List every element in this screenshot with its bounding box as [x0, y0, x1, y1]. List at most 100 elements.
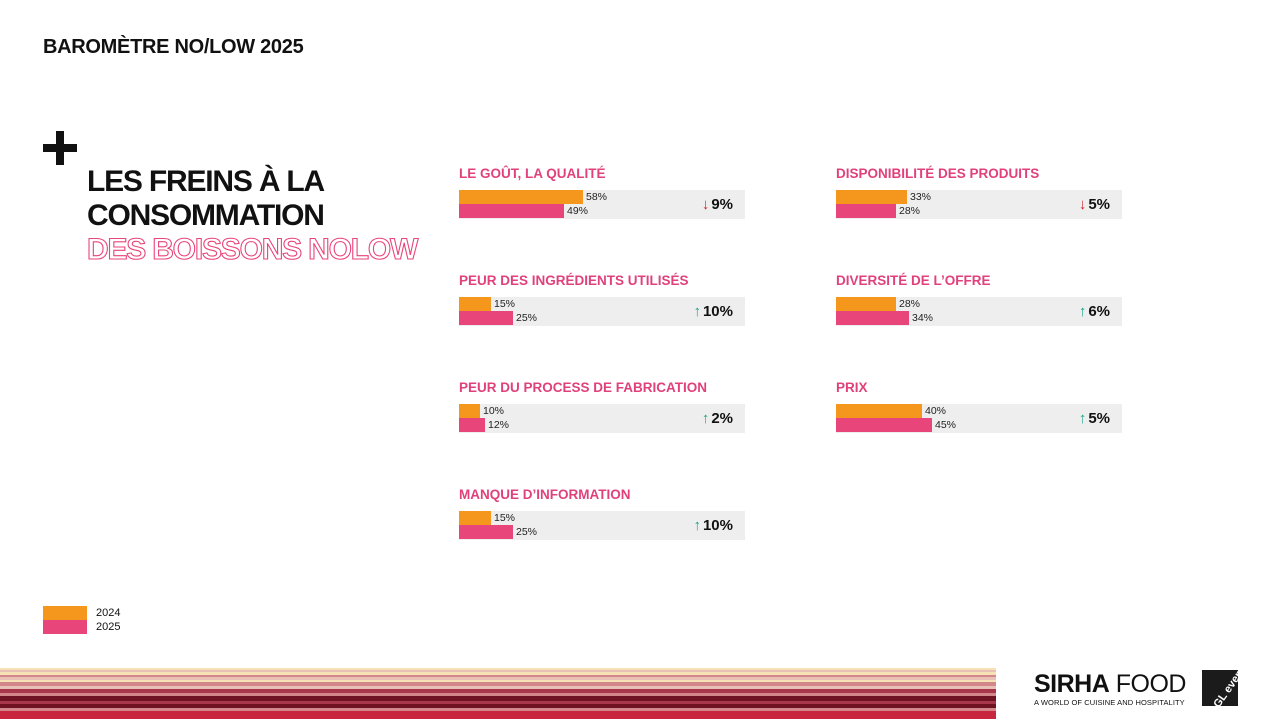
footer-stripes: [0, 668, 996, 719]
chart-panel: PEUR DU PROCESS DE FABRICATION 10% 12% ↑ 2%: [459, 380, 747, 460]
panel-title: PRIX: [836, 380, 868, 395]
panel-track: 33% 28% ↓ 5%: [836, 190, 1122, 219]
change-indicator: ↑ 10%: [693, 303, 733, 320]
bar-label-2024: 40%: [925, 405, 947, 417]
plus-icon: [43, 131, 77, 165]
footer-stripe: [0, 670, 996, 672]
bar-label-2025: 25%: [516, 526, 538, 538]
arrow-up-icon: ↑: [693, 303, 701, 320]
bar-2024: [836, 297, 896, 311]
brand-name: SIRHA FOOD: [1034, 670, 1186, 698]
change-value: 5%: [1088, 410, 1110, 427]
footer-stripe: [0, 708, 996, 711]
bar-label-2024: 28%: [899, 298, 921, 310]
bar-label-2024: 15%: [494, 298, 516, 310]
legend-swatch-2024: [43, 606, 87, 620]
panel-track: 40% 45% ↑ 5%: [836, 404, 1122, 433]
change-indicator: ↑ 6%: [1079, 303, 1110, 320]
footer-stripe: [0, 668, 996, 670]
legend-label-2025: 2025: [96, 621, 121, 633]
section-title-line-3: DES BOISSONS NOLOW: [86, 232, 418, 266]
bar-label-2025: 45%: [935, 419, 957, 431]
change-indicator: ↑ 5%: [1079, 410, 1110, 427]
panel-title: PEUR DU PROCESS DE FABRICATION: [459, 380, 708, 395]
panel-title: DISPONIBILITÉ DES PRODUITS: [836, 166, 1040, 181]
section-title-line-1: LES FREINS À LA: [87, 165, 325, 198]
bar-2024: [459, 190, 583, 204]
bar-2025: [459, 418, 485, 432]
panel-title: MANQUE D’INFORMATION: [459, 487, 631, 502]
bar-2024: [459, 297, 491, 311]
bar-label-2024: 15%: [494, 512, 516, 524]
chart-panel: DIVERSITÉ DE L’OFFRE 28% 34% ↑ 6%: [836, 273, 1124, 353]
panel-track: 28% 34% ↑ 6%: [836, 297, 1122, 326]
section-title: LES FREINS À LA CONSOMMATION DES BOISSON…: [86, 165, 418, 267]
arrow-up-icon: ↑: [701, 410, 710, 427]
footer-stripe: [0, 682, 996, 686]
bar-2024: [459, 404, 480, 418]
footer-stripe: [0, 693, 996, 696]
chart-panel: MANQUE D’INFORMATION 15% 25% ↑ 10%: [459, 487, 747, 567]
footer-stripe: [0, 672, 996, 675]
chart-panel: PEUR DES INGRÉDIENTS UTILISÉS 15% 25% ↑ 10%: [459, 273, 747, 353]
change-value: 5%: [1088, 196, 1110, 213]
bar-2025: [459, 204, 564, 218]
panel-title: PEUR DES INGRÉDIENTS UTILISÉS: [459, 273, 689, 288]
bar-2025: [836, 311, 909, 325]
arrow-down-icon: ↓: [701, 196, 710, 213]
change-value: 10%: [702, 303, 733, 320]
panel-track: 15% 25% ↑ 10%: [459, 297, 745, 326]
panel-track: 10% 12% ↑ 2%: [459, 404, 745, 433]
section-title-line-2: CONSOMMATION: [87, 199, 325, 232]
change-indicator: ↓ 9%: [702, 196, 733, 213]
gl-events-logo: GL events: [1202, 670, 1238, 706]
panel-title: DIVERSITÉ DE L’OFFRE: [836, 273, 991, 288]
bar-label-2025: 12%: [488, 419, 510, 431]
bar-2025: [459, 525, 513, 539]
footer-stripe: [0, 701, 996, 704]
gl-events-label: GL events: [1211, 670, 1238, 706]
panel-track: 15% 25% ↑ 10%: [459, 511, 745, 540]
legend-label-2024: 2024: [96, 607, 121, 619]
change-indicator: ↑ 10%: [693, 517, 733, 534]
legend-swatch-2025: [43, 620, 87, 634]
footer-stripe: [0, 711, 996, 719]
bar-2025: [836, 418, 932, 432]
arrow-up-icon: ↑: [693, 517, 701, 534]
footer-stripe: [0, 689, 996, 693]
bar-label-2024: 33%: [910, 191, 932, 203]
arrow-up-icon: ↑: [1078, 410, 1087, 427]
brand-tagline: A WORLD OF CUISINE AND HOSPITALITY: [1034, 698, 1185, 707]
change-indicator: ↓ 5%: [1079, 196, 1110, 213]
footer-stripe: [0, 704, 996, 708]
bar-2025: [459, 311, 513, 325]
brand-name-bold: SIRHA: [1034, 670, 1110, 698]
bar-2024: [459, 511, 491, 525]
page-header-title: BAROMÈTRE NO/LOW 2025: [43, 36, 304, 58]
brand-name-light: FOOD: [1115, 670, 1187, 698]
bar-label-2024: 10%: [483, 405, 505, 417]
arrow-up-icon: ↑: [1078, 303, 1087, 320]
panel-track: 58% 49% ↓ 9%: [459, 190, 745, 219]
bar-2024: [836, 190, 907, 204]
change-value: 10%: [702, 517, 733, 534]
bar-label-2025: 25%: [516, 312, 538, 324]
footer-stripe: [0, 677, 996, 680]
footer-stripe: [0, 675, 996, 677]
change-value: 6%: [1088, 303, 1110, 320]
change-value: 9%: [711, 196, 733, 213]
panel-title: LE GOÛT, LA QUALITÉ: [459, 166, 606, 181]
sirha-food-logo: SIRHA FOOD A WORLD OF CUISINE AND HOSPIT…: [1034, 670, 1186, 707]
bar-label-2024: 58%: [586, 191, 608, 203]
bar-label-2025: 34%: [912, 312, 934, 324]
bar-label-2025: 49%: [567, 205, 589, 217]
bar-label-2025: 28%: [899, 205, 921, 217]
chart-panel: LE GOÛT, LA QUALITÉ 58% 49% ↓ 9%: [459, 166, 747, 246]
change-value: 2%: [711, 410, 733, 427]
footer-stripe: [0, 696, 996, 701]
footer-stripe: [0, 686, 996, 689]
arrow-down-icon: ↓: [1078, 196, 1087, 213]
chart-panel: PRIX 40% 45% ↑ 5%: [836, 380, 1124, 460]
change-indicator: ↑ 2%: [702, 410, 733, 427]
bar-2024: [836, 404, 922, 418]
